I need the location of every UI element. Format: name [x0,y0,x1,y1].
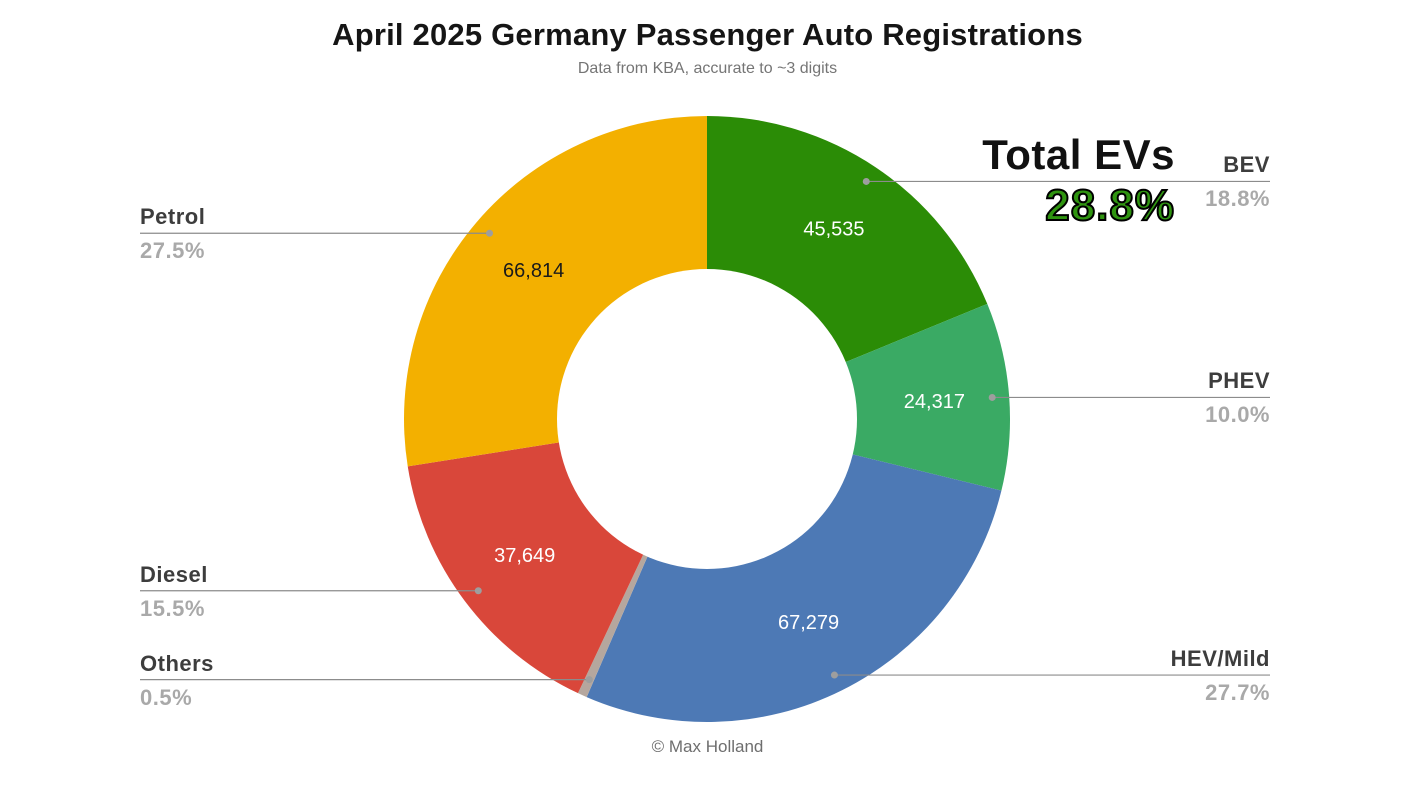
callout-diesel-label: Diesel [140,561,208,587]
callout-petrol-label: Petrol [140,204,206,230]
chart-subtitle: Data from KBA, accurate to ~3 digits [577,60,838,77]
leader-dot [474,587,482,595]
callout-petrol-pct: 27.5% [140,238,205,264]
leader-dot [988,393,996,401]
callout-bev-label: BEV [1223,152,1270,178]
total-evs-value: 28.8% [1044,180,1175,231]
total-evs-label: Total EVs [982,131,1175,178]
leader-dot [486,229,494,237]
callout-hev-mild-pct: 27.7% [1205,680,1270,706]
callout-others-pct: 0.5% [140,684,193,710]
slice-phev [707,303,1010,491]
slice-value-hev-mild: 67,279 [778,612,839,634]
leader-dot [862,177,870,185]
callout-phev-label: PHEV [1208,368,1270,394]
leader-dot [830,671,838,679]
donut-hole [557,269,857,569]
slice-value-bev: 45,535 [803,219,864,241]
slice-value-phev: 24,317 [904,391,965,413]
callout-diesel-pct: 15.5% [140,595,205,621]
credit: © Max Holland [651,737,764,756]
callout-hev-mild-label: HEV/Mild [1170,646,1270,672]
chart-title: April 2025 Germany Passenger Auto Regist… [332,17,1083,52]
leader-dot [585,676,593,684]
callout-phev-pct: 10.0% [1205,402,1270,428]
callout-others-label: Others [140,650,214,676]
slice-value-diesel: 37,649 [494,545,555,567]
callout-bev-pct: 18.8% [1205,186,1270,212]
slice-value-petrol: 66,814 [503,260,564,282]
